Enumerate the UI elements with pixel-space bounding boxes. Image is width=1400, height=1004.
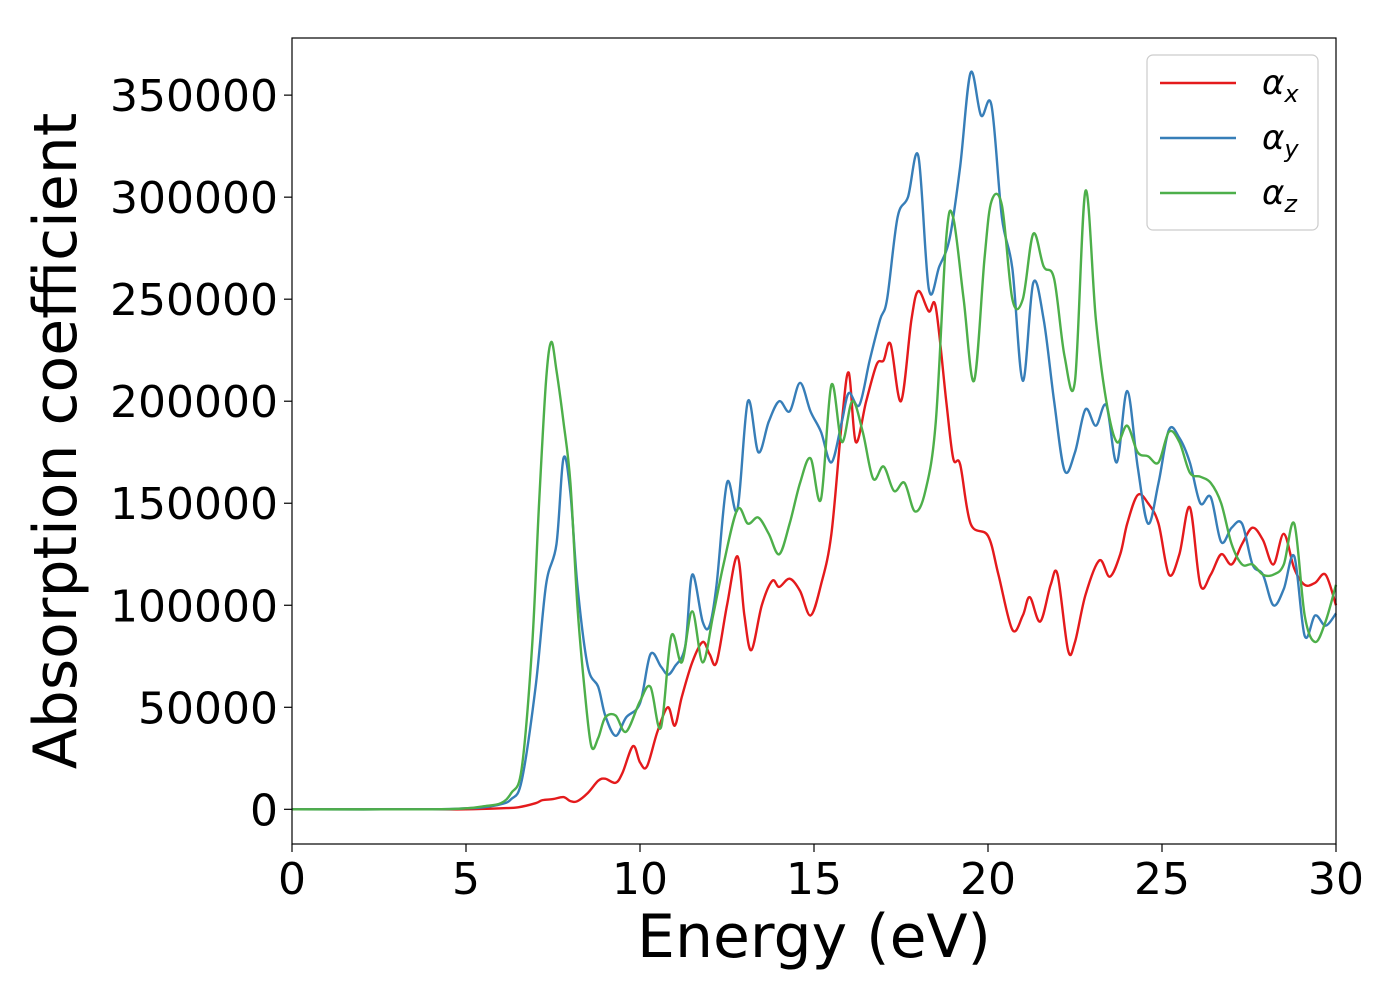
x-tick-label: 25	[1134, 854, 1190, 905]
series-line-alpha-x	[292, 289, 1338, 811]
y-tick-label: 50000	[138, 683, 278, 734]
x-tick-label: 0	[278, 854, 306, 905]
y-tick-label: 350000	[110, 71, 278, 122]
legend-box	[1146, 54, 1319, 231]
x-tick-label: 15	[786, 854, 842, 905]
x-tick-label: 5	[452, 854, 480, 905]
y-tick-label: 150000	[110, 479, 278, 530]
x-tick-label: 30	[1308, 854, 1364, 905]
x-tick-label: 20	[960, 854, 1016, 905]
series-line-alpha-z	[291, 189, 1338, 811]
x-axis-title: Energy (eV)	[637, 902, 991, 972]
y-tick-label: 100000	[110, 581, 278, 632]
x-tick-label: 10	[612, 854, 668, 905]
y-tick-label: 300000	[110, 173, 278, 224]
y-axis-title: Absorption coefficient	[21, 113, 91, 770]
y-tick-label: 250000	[110, 275, 278, 326]
series-line-alpha-y	[291, 70, 1337, 811]
y-tick-label: 0	[250, 785, 278, 836]
y-tick-label: 200000	[110, 377, 278, 428]
